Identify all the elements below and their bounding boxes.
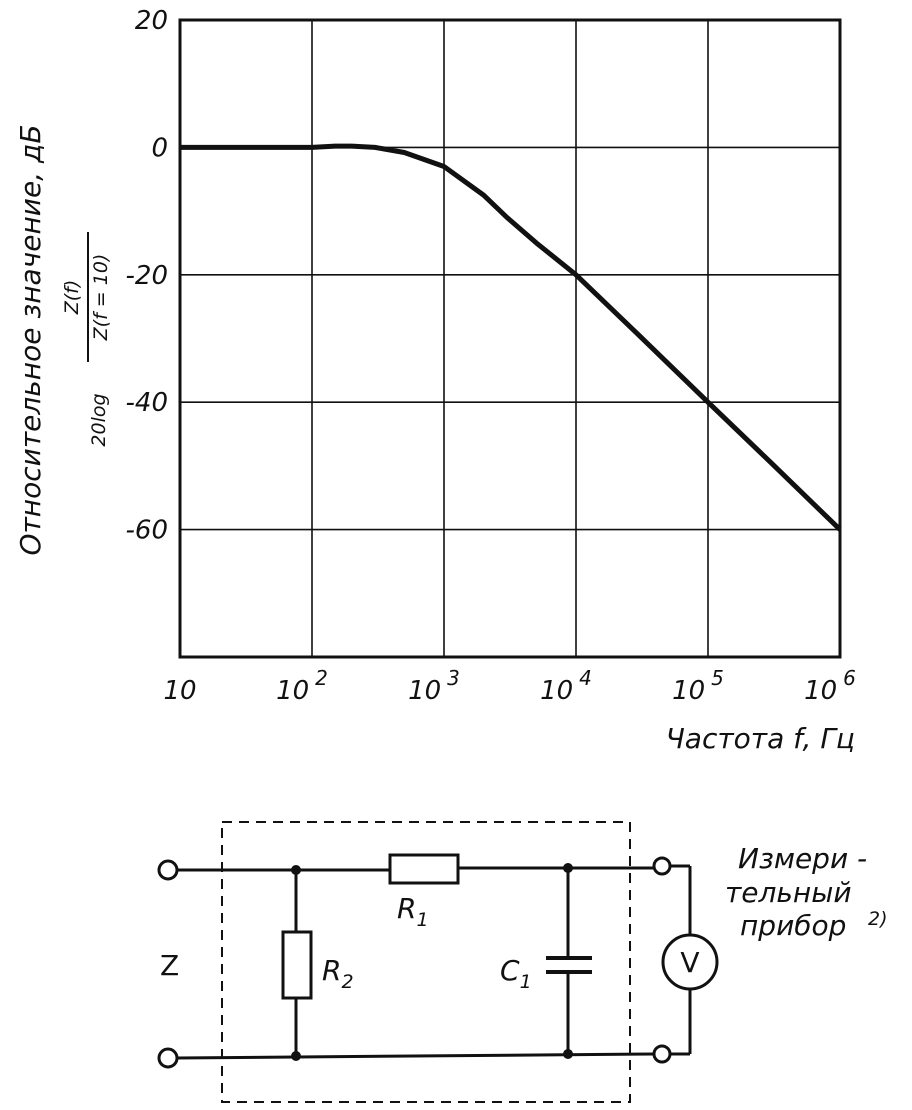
circuit-enclosure-dashed [221, 821, 631, 1103]
x-tick-base: 10 [804, 676, 837, 706]
meter-label-line3: прибор [740, 909, 846, 942]
y-axis-formula-denominator: Z(f = 10) [90, 254, 112, 342]
y-tick-label: -40 [126, 388, 168, 418]
x-tick-label: 10 2 [276, 666, 328, 706]
x-tick-label: 10 3 [408, 666, 460, 706]
junction-r2-bottom [291, 1051, 301, 1061]
r2-label-sub: 2 [341, 971, 353, 993]
x-tick-label: 10 [163, 676, 196, 706]
x-tick-exponent: 3 [447, 666, 460, 690]
resistor-r1 [388, 853, 460, 885]
y-tick-label: 0 [151, 133, 168, 163]
junction-c1-top [563, 863, 573, 873]
y-tick-labels: 20 0 -20 -40 -60 [126, 6, 168, 546]
meter-label-line1: Измери - [738, 842, 867, 875]
voltmeter-symbol: V [680, 946, 699, 979]
x-tick-exponent: 5 [711, 666, 724, 690]
y-axis-label: Относительное значение, дБ [14, 124, 47, 555]
meter-label-footnote: 2) [868, 908, 888, 930]
grid-lines [180, 20, 840, 657]
circuit-diagram: Z R1 R2 C1 V Измери - тельный [157, 821, 888, 1103]
y-tick-label: 20 [135, 6, 168, 36]
resistor-r2 [281, 930, 313, 1000]
x-tick-base: 10 [163, 676, 196, 706]
x-tick-base: 10 [672, 676, 705, 706]
bottom-wire [176, 1052, 656, 1060]
junction-c1-bottom [563, 1049, 573, 1059]
input-terminal-top [157, 859, 179, 881]
plot-area: 200-20-40-60 10 10 2 10 3 10 4 10 5 10 6 [126, 6, 856, 706]
y-axis-formula-prefix: 20log [88, 393, 110, 446]
x-axis-label: Частота f, Гц [666, 722, 855, 755]
c1-label: C1 [500, 954, 532, 993]
y-axis-label-group: Относительное значение, дБ [14, 124, 47, 555]
x-tick-exponent: 6 [843, 666, 856, 690]
y-axis-formula-numerator: Z(f) [61, 280, 83, 316]
y-tick-label: -20 [126, 261, 168, 291]
meter-label-line2: тельный [725, 876, 852, 909]
input-label: Z [160, 949, 179, 982]
x-tick-exponent: 4 [579, 666, 592, 690]
r1-label-sub: 1 [416, 909, 428, 931]
x-tick-label: 10 4 [540, 666, 592, 706]
y-axis-formula-numerator-group: Z(f) [61, 280, 83, 316]
r2-label-main: R [322, 954, 341, 987]
junction-r2-top [291, 865, 301, 875]
x-tick-base: 10 [540, 676, 573, 706]
output-terminal-bottom [652, 1044, 672, 1064]
r1-label: R1 [397, 892, 429, 931]
input-terminal-bottom [157, 1047, 179, 1069]
y-tick-label: -60 [126, 516, 168, 546]
c1-label-main: C [500, 954, 520, 987]
r2-label: R2 [322, 954, 354, 993]
x-tick-exponent: 2 [315, 666, 328, 690]
c1-label-sub: 1 [520, 971, 532, 993]
plot-frame [178, 18, 842, 659]
x-tick-base: 10 [408, 676, 441, 706]
x-tick-labels: 10 10 2 10 3 10 4 10 5 10 6 [163, 666, 855, 706]
output-terminal-top [652, 856, 672, 876]
y-axis-formula-prefix-group: 20log [88, 393, 110, 446]
x-tick-base: 10 [276, 676, 309, 706]
y-axis-formula-denominator-group: Z(f = 10) [90, 254, 112, 342]
x-tick-label: 10 6 [804, 666, 856, 706]
data-series-line [180, 143, 842, 532]
r1-label-main: R [397, 892, 416, 925]
x-tick-label: 10 5 [672, 666, 724, 706]
